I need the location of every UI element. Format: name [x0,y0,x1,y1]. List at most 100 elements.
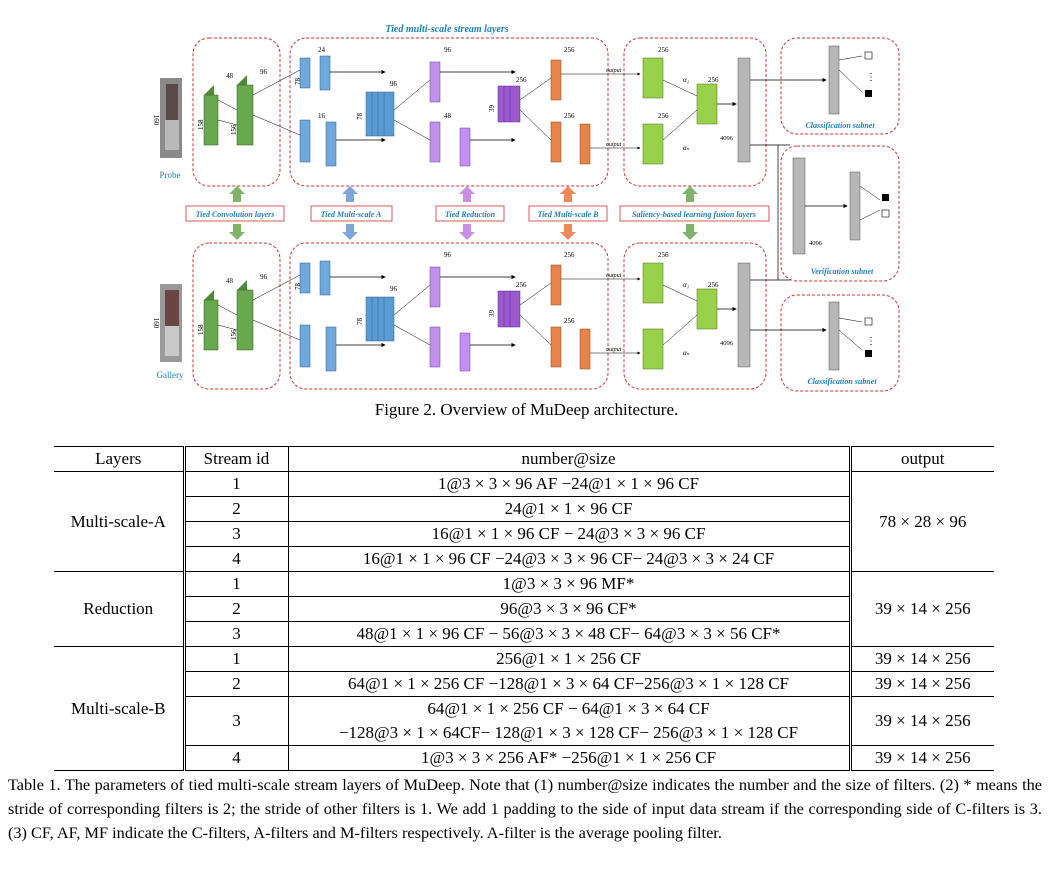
stream-id: 2 [184,496,288,522]
svg-text:256: 256 [658,112,669,120]
svg-text:39: 39 [488,105,496,113]
svg-text:158: 158 [197,324,205,335]
svg-text:78: 78 [356,318,364,326]
svg-text:78: 78 [294,283,302,291]
filter-spec: 16@1 × 1 × 96 CF −24@3 × 3 × 96 CF− 24@3… [287,546,852,572]
gallery-stream-region [289,242,609,390]
gallery-conv-region [192,242,281,390]
figure-caption: Figure 2. Overview of MuDeep architectur… [374,400,679,419]
svg-text:256: 256 [564,46,575,54]
output-size: 78 × 28 × 96 [850,471,994,572]
bridge-label-reduction: Tied Reduction [445,210,496,219]
bridge-label-conv: Tied Convolution layers [196,210,275,219]
stream-id: 4 [184,745,288,771]
svg-text:96: 96 [260,68,268,76]
output-size: 39 × 14 × 256 [850,696,994,746]
output-size: 39 × 14 × 256 [850,671,994,697]
stream-id: 2 [184,596,288,622]
stream-id: 1 [184,471,288,497]
filter-spec: 256@1 × 1 × 256 CF [287,646,852,672]
header-stream-id: Stream id [184,446,288,472]
svg-text:4096: 4096 [809,240,823,247]
probe-fusion-region [623,37,767,187]
probe-label: Probe [160,170,181,180]
bridge-label-fusion: Saliency-based learning fusion layers [632,210,756,219]
svg-text:256: 256 [516,281,527,289]
svg-text:96: 96 [444,251,452,259]
svg-text:256: 256 [564,112,575,120]
architecture-figure: Tied multi-scale stream layers Probe Gal… [152,24,900,392]
probe-image [160,78,182,158]
header-layers: Layers [54,446,186,472]
svg-text:256: 256 [564,317,575,325]
classification-subnet-label-bottom: Classification subnet [807,377,877,386]
svg-text:α₁: α₁ [683,281,689,289]
svg-text:α₁: α₁ [683,76,689,84]
svg-text:156: 156 [230,124,238,135]
probe-stream-region [289,37,609,187]
verification-subnet-label: Verification subnet [811,267,874,276]
layer-multiscale-b: Multi-scale-B [54,646,186,771]
svg-text:48: 48 [444,112,452,120]
bridge-label-msb: Tied Multi-scale B [537,210,599,219]
filter-spec: 24@1 × 1 × 96 CF [287,496,852,522]
svg-text:output: output [606,273,622,279]
stream-id: 1 [184,646,288,672]
stream-id: 3 [184,696,288,746]
filter-spec: 64@1 × 1 × 256 CF − 64@1 × 3 × 64 CF [287,696,852,721]
svg-text:96: 96 [390,285,398,293]
filter-spec: 1@3 × 3 × 96 MF* [287,571,852,597]
svg-text:48: 48 [226,277,234,285]
gallery-label: Gallery [157,370,184,380]
filter-spec: 64@1 × 1 × 256 CF −128@1 × 3 × 64 CF−256… [287,671,852,697]
svg-text:158: 158 [197,119,205,130]
svg-text:256: 256 [708,76,719,84]
svg-text:output: output [606,68,622,74]
filter-spec: 96@3 × 3 × 96 CF* [287,596,852,622]
svg-text:96: 96 [444,46,452,54]
svg-text:256: 256 [708,281,719,289]
bridge-arrows [229,186,698,240]
gallery-image [160,284,182,362]
probe-branch: 48 96 158 156 24 16 78 96 78 96 48 [197,46,751,167]
svg-text:4096: 4096 [720,340,734,347]
svg-text:96: 96 [390,80,398,88]
header-number-size: number@size [287,446,852,472]
gallery-fusion-region [623,242,767,390]
figure-title: Tied multi-scale stream layers [385,24,508,35]
svg-text:αₙ: αₙ [683,144,690,152]
gallery-dim-160: 160 [152,318,160,329]
svg-text:256: 256 [516,76,527,84]
svg-text:24: 24 [318,46,326,54]
svg-text:output: output [606,142,622,148]
stream-id: 4 [184,546,288,572]
subnets: ⋮ 4096 ⋮ [750,45,890,371]
svg-text:αₙ: αₙ [683,349,690,357]
stream-id: 1 [184,571,288,597]
probe-conv-region [192,37,281,187]
svg-text:16: 16 [318,112,326,120]
svg-text:78: 78 [356,113,364,121]
stream-id: 3 [184,521,288,547]
classification-region-top [780,37,900,135]
svg-text:78: 78 [294,78,302,86]
verification-region [780,145,900,282]
filter-spec: 1@3 × 3 × 256 AF* −256@1 × 1 × 256 CF [287,745,852,771]
svg-text:⋮: ⋮ [866,72,876,83]
bridge-label-boxes [185,205,770,222]
svg-text:4096: 4096 [720,135,734,142]
table-caption: Table 1. The parameters of tied multi-sc… [8,775,1042,842]
stream-id: 2 [184,671,288,697]
filter-spec: 48@1 × 1 × 96 CF − 56@3 × 3 × 48 CF− 64@… [287,621,852,647]
svg-text:96: 96 [260,273,268,281]
gallery-branch: 48 96 158 156 78 96 78 96 256 39 [197,251,751,372]
filter-spec-continued: −128@3 × 1 × 64CF− 128@1 × 3 × 128 CF− 2… [287,721,852,746]
svg-text:48: 48 [226,72,234,80]
layer-reduction: Reduction [54,571,186,647]
svg-text:256: 256 [658,46,669,54]
output-size: 39 × 14 × 256 [850,571,994,647]
parameters-table: Layers Stream id number@size output Mult… [54,446,994,771]
svg-text:⋮: ⋮ [866,336,876,347]
probe-dim-160: 160 [152,115,160,126]
output-size: 39 × 14 × 256 [850,745,994,771]
